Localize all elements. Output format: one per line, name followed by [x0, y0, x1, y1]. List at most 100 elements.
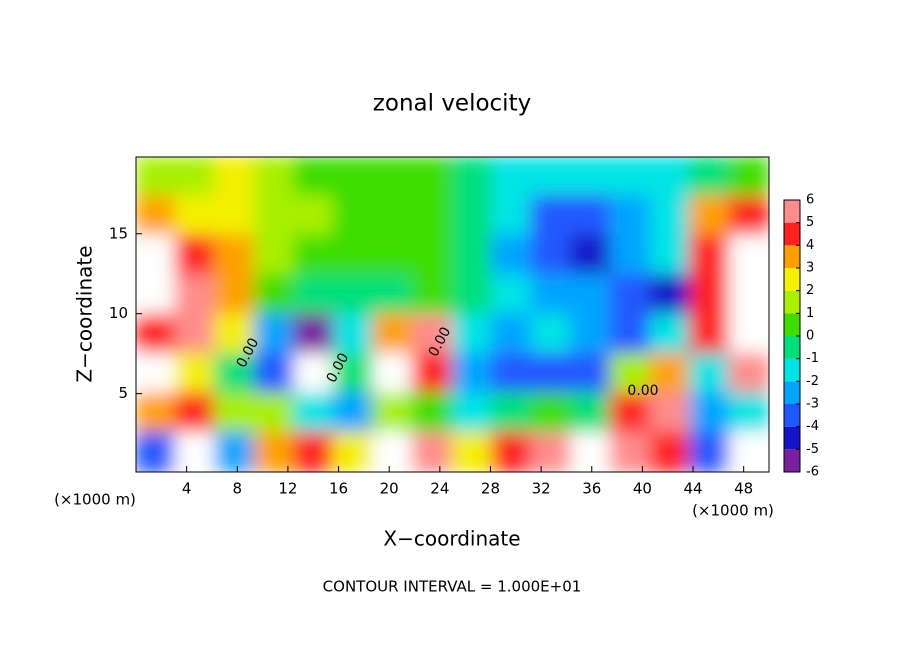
- field-cell: [372, 313, 414, 355]
- colorbar-swatch: [784, 449, 800, 472]
- field-cell: [174, 274, 217, 316]
- field-cell: [253, 274, 296, 316]
- field-cell: [253, 431, 296, 472]
- colorbar-swatch: [784, 268, 800, 291]
- field-cell: [688, 234, 731, 277]
- field-cell: [332, 195, 375, 237]
- field-cell: [411, 157, 454, 198]
- colorbar-tick-label: -3: [806, 397, 819, 412]
- field-cell: [530, 157, 573, 198]
- field-cell: [491, 157, 533, 198]
- field-cell: [293, 234, 335, 277]
- field-cell: [372, 234, 414, 277]
- field-cell: [332, 431, 375, 472]
- field-cell: [530, 313, 573, 355]
- field-cell: [728, 392, 769, 434]
- field-cell: [649, 234, 691, 277]
- field-cell: [214, 274, 256, 316]
- field-cell: [293, 274, 335, 316]
- field-cell: [372, 431, 414, 472]
- field-cell: [214, 313, 256, 355]
- x-tick-label: 40: [633, 480, 652, 498]
- field-cell: [530, 274, 573, 316]
- field-cell: [136, 274, 177, 316]
- field-cell: [491, 313, 533, 355]
- field-cell: [609, 157, 652, 198]
- colorbar-tick-label: 1: [806, 306, 814, 321]
- field-cell: [293, 157, 335, 198]
- field-cell: [728, 431, 769, 472]
- colorbar-tick-label: 0: [806, 329, 814, 344]
- colorbar-tick-label: 6: [806, 193, 814, 208]
- colorbar-swatch: [784, 290, 800, 314]
- colorbar-swatch: [784, 222, 800, 246]
- field-cell: [649, 195, 691, 237]
- field-cell: [332, 352, 375, 395]
- field-cell: [609, 392, 652, 434]
- field-cell: [253, 234, 296, 277]
- field-cell: [530, 431, 573, 472]
- field-cell: [253, 392, 296, 434]
- colorbar-tick-label: -5: [806, 442, 819, 457]
- colorbar-swatch: [784, 358, 800, 382]
- colorbar-tick-label: -4: [806, 419, 819, 434]
- y-tick-label: 5: [118, 384, 128, 402]
- colorbar-swatch: [784, 336, 800, 359]
- colorbar-swatch: [784, 245, 800, 268]
- field-cell: [728, 234, 769, 277]
- field-cell: [451, 431, 494, 472]
- field-cell: [570, 195, 612, 237]
- colorbar-swatch: [784, 404, 800, 427]
- field-cell: [530, 352, 573, 395]
- colorbar-swatch: [784, 426, 800, 450]
- colorbar-tick-label: -1: [806, 351, 819, 366]
- field-cell: [411, 352, 454, 395]
- field-cell: [491, 392, 533, 434]
- y-tick-label: 10: [109, 304, 128, 322]
- field-cell: [293, 195, 335, 237]
- field-cell: [609, 234, 652, 277]
- field-cell: [372, 352, 414, 395]
- field-cell: [293, 431, 335, 472]
- field-cell: [174, 313, 217, 355]
- field-cell: [332, 274, 375, 316]
- x-tick-label: 16: [329, 480, 348, 498]
- field-cell: [491, 195, 533, 237]
- x-scale-label: (×1000 m): [54, 491, 136, 509]
- field-cell: [609, 313, 652, 355]
- field-cell: [372, 274, 414, 316]
- field-cell: [411, 195, 454, 237]
- field-cell: [293, 313, 335, 355]
- x-tick-label: 20: [380, 480, 399, 498]
- colorbar-tick-label: 4: [806, 238, 814, 253]
- field-cell: [411, 274, 454, 316]
- colorbar-tick-label: -6: [806, 465, 819, 480]
- field-cell: [649, 274, 691, 316]
- colorbar-tick-label: 3: [806, 261, 814, 276]
- field-cell: [451, 157, 494, 198]
- field-cell: [174, 431, 217, 472]
- field-cell: [491, 234, 533, 277]
- field-cell: [214, 234, 256, 277]
- field-cell: [570, 431, 612, 472]
- field-cell: [609, 195, 652, 237]
- field-cell: [174, 392, 217, 434]
- field-cell: [253, 313, 296, 355]
- field-cell: [728, 352, 769, 395]
- x-tick-label: 24: [430, 480, 449, 498]
- field-cell: [253, 157, 296, 198]
- x-tick-label: 8: [233, 480, 243, 498]
- field-cell: [570, 352, 612, 395]
- field-cell: [451, 274, 494, 316]
- field-cell: [609, 352, 652, 395]
- field-cell: [174, 352, 217, 395]
- field-cell: [451, 195, 494, 237]
- field-cell: [649, 392, 691, 434]
- colorbar-tick-label: 5: [806, 215, 814, 230]
- field-cell: [136, 157, 177, 198]
- x-tick-label: 12: [278, 480, 297, 498]
- field-cell: [136, 431, 177, 472]
- field-cell: [649, 313, 691, 355]
- field-cell: [570, 392, 612, 434]
